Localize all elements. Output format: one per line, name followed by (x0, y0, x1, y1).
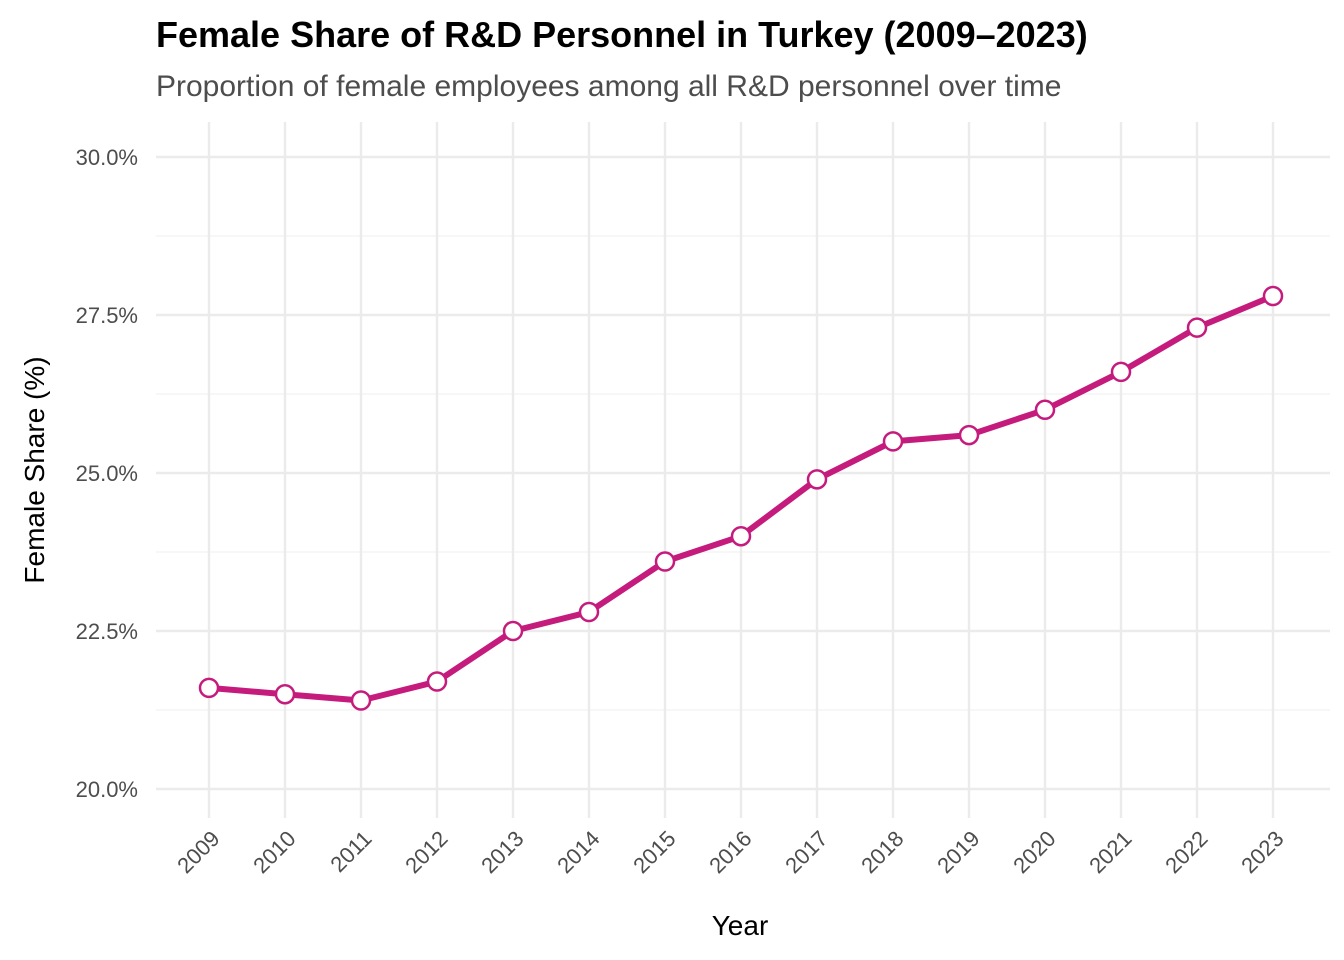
x-tick-label: 2011 (325, 826, 376, 877)
x-tick-label: 2022 (1160, 826, 1212, 878)
data-point (730, 525, 752, 547)
x-tick-label: 2016 (704, 826, 756, 878)
data-point (1262, 285, 1284, 307)
x-tick-label: 2013 (476, 826, 528, 878)
data-point (1186, 317, 1208, 338)
x-tick-label: 2015 (628, 826, 680, 878)
y-tick-label: 25.0% (76, 461, 138, 486)
data-point (578, 601, 600, 623)
data-point (502, 620, 524, 642)
x-tick-label: 2014 (552, 826, 604, 878)
x-tick-label: 2009 (172, 826, 224, 878)
x-axis-tick-labels: 2009 2010 2011 2012 2013 2014 2015 2016 2017 2018… (172, 826, 1288, 878)
y-axis-tick-labels: 20.0% 22.5% 25.0% 27.5% 30.0% (76, 145, 138, 802)
data-point (274, 683, 296, 705)
data-point (426, 671, 448, 692)
x-tick-label: 2020 (1008, 826, 1060, 878)
data-point (198, 677, 220, 699)
x-tick-label: 2019 (932, 826, 984, 878)
data-point (350, 690, 372, 711)
x-tick-label: 2021 (1084, 826, 1136, 878)
y-tick-label: 27.5% (76, 303, 138, 328)
x-axis-title: Year (712, 910, 769, 941)
gridlines (156, 122, 1330, 818)
data-point (958, 424, 980, 446)
y-tick-label: 30.0% (76, 145, 138, 170)
x-tick-label: 2017 (780, 826, 832, 878)
x-tick-label: 2018 (856, 826, 908, 878)
data-point (654, 551, 676, 572)
chart-title: Female Share of R&D Personnel in Turkey … (156, 14, 1088, 55)
chart-subtitle: Proportion of female employees among all… (156, 70, 1062, 103)
data-point (806, 469, 828, 490)
data-point (1034, 399, 1056, 421)
y-axis-title: Female Share (%) (19, 356, 50, 583)
series-female-share (198, 285, 1284, 711)
y-tick-label: 20.0% (76, 777, 138, 802)
x-tick-label: 2010 (248, 826, 300, 878)
data-point (1110, 361, 1132, 383)
y-tick-label: 22.5% (76, 619, 138, 644)
x-tick-label: 2023 (1236, 826, 1288, 878)
x-tick-label: 2012 (400, 826, 452, 878)
data-point (882, 431, 904, 452)
